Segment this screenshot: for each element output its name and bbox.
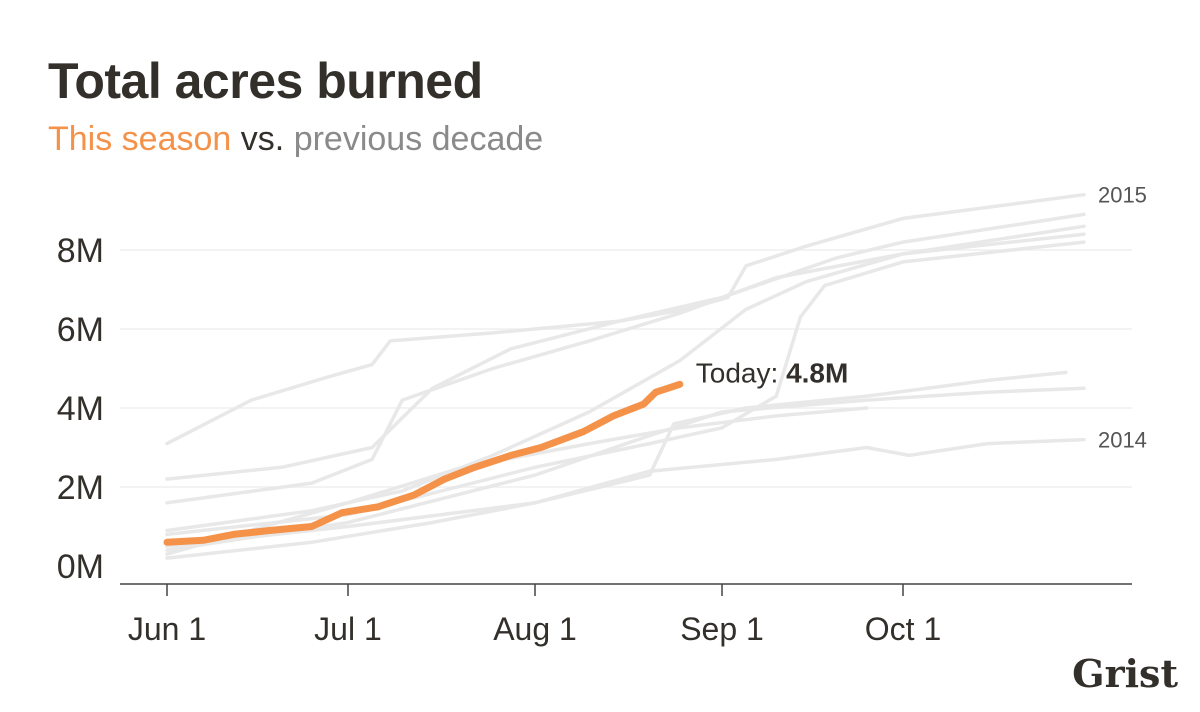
previous-season-line	[165, 240, 1086, 537]
y-tick-label: 4M	[57, 390, 104, 428]
y-tick-label: 6M	[57, 311, 104, 349]
subtitle-rest: previous decade	[293, 120, 544, 158]
series-end-label: 2014	[1098, 428, 1147, 453]
series-end-label: 2015	[1098, 183, 1147, 208]
chart-labels: 0M 2M 4M 6M 8M 2015 2014 Today: 4.8M Jun 1 Jul 1 A…	[57, 183, 1147, 647]
x-tick-label: Jun 1	[128, 611, 206, 647]
x-tick-label: Oct 1	[865, 611, 941, 647]
today-annotation: Today: 4.8M	[696, 357, 849, 388]
x-tick-label: Sep 1	[680, 611, 764, 647]
x-tick-label: Aug 1	[493, 611, 577, 647]
subtitle-vs: vs.	[240, 120, 285, 158]
chart-title: Total acres burned	[48, 53, 483, 109]
grist-logo: Grist	[1072, 651, 1178, 696]
x-tick-label: Jul 1	[314, 611, 382, 647]
y-tick-label: 0M	[57, 548, 104, 586]
today-annotation-prefix: Today:	[696, 357, 786, 388]
previous-season-line	[165, 224, 1086, 505]
previous-season-line	[165, 437, 1086, 560]
axes	[120, 583, 1132, 596]
previous-season-line	[165, 386, 1086, 552]
chart-subtitle: This season vs. previous decade	[48, 120, 543, 159]
previous-season-line	[165, 370, 1068, 549]
subtitle-highlight: This season	[48, 120, 232, 158]
y-tick-label: 8M	[57, 232, 104, 270]
current-season-line	[163, 380, 684, 546]
previous-season-line	[165, 406, 869, 556]
previous-season-line	[165, 212, 1086, 481]
gridlines	[120, 249, 1132, 488]
previous-series-lines	[165, 192, 1086, 560]
today-annotation-value: 4.8M	[786, 357, 848, 388]
y-tick-label: 2M	[57, 469, 104, 507]
current-series-line	[163, 380, 684, 546]
